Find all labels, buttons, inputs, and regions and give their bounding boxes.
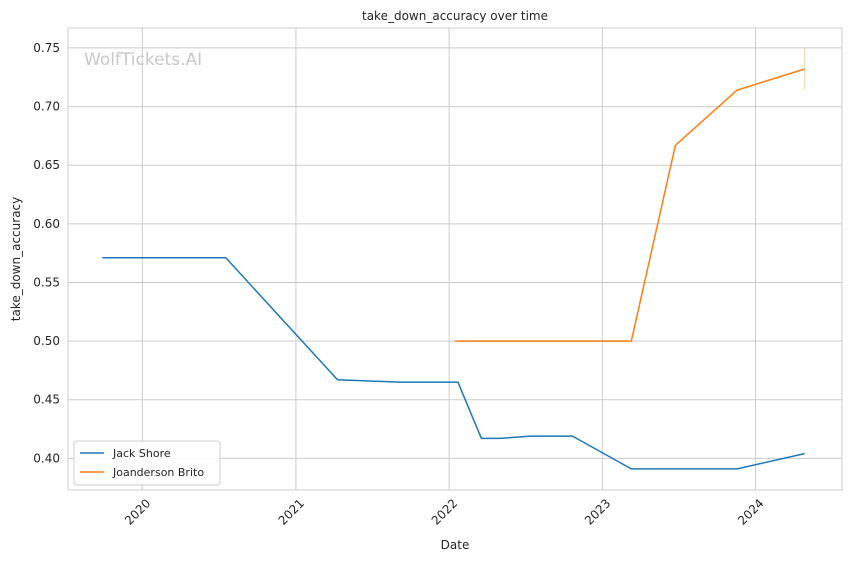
data-point (398, 381, 401, 384)
data-point (530, 435, 533, 438)
legend-label-joanderson-brito: Joanderson Brito (112, 466, 204, 479)
chart-title: take_down_accuracy over time (362, 9, 548, 23)
data-point (456, 381, 459, 384)
watermark: WolfTickets.AI (84, 50, 202, 70)
y-tick-label: 0.65 (33, 158, 60, 172)
legend: Jack Shore Joanderson Brito (73, 440, 221, 486)
data-point (498, 437, 501, 440)
data-point (454, 340, 457, 343)
data-point (571, 435, 574, 438)
data-point (803, 452, 806, 455)
y-tick-label: 0.50 (33, 334, 60, 348)
data-point (674, 144, 677, 147)
data-point (736, 467, 739, 470)
y-tick-label: 0.60 (33, 217, 60, 231)
series-line-0 (102, 257, 805, 470)
y-axis-ticks: 0.40 0.45 0.50 0.55 0.60 0.65 0.70 0.75 (33, 41, 60, 465)
data-point (480, 437, 483, 440)
data-point (336, 378, 339, 381)
data-point (630, 340, 633, 343)
data-point (736, 89, 739, 92)
data-point (101, 256, 104, 259)
x-axis-label: Date (441, 538, 470, 552)
data-point (224, 256, 227, 259)
legend-box (73, 440, 221, 486)
data-point (630, 467, 633, 470)
y-axis-label: take_down_accuracy (9, 197, 23, 321)
y-tick-label: 0.70 (33, 100, 60, 114)
series-line-1 (455, 68, 805, 342)
plot-frame (67, 27, 843, 491)
y-tick-label: 0.45 (33, 393, 60, 407)
y-tick-label: 0.40 (33, 451, 60, 465)
y-tick-label: 0.55 (33, 275, 60, 289)
y-tick-label: 0.75 (33, 41, 60, 55)
legend-label-jack-shore: Jack Shore (112, 447, 171, 460)
series-layer (101, 47, 806, 470)
